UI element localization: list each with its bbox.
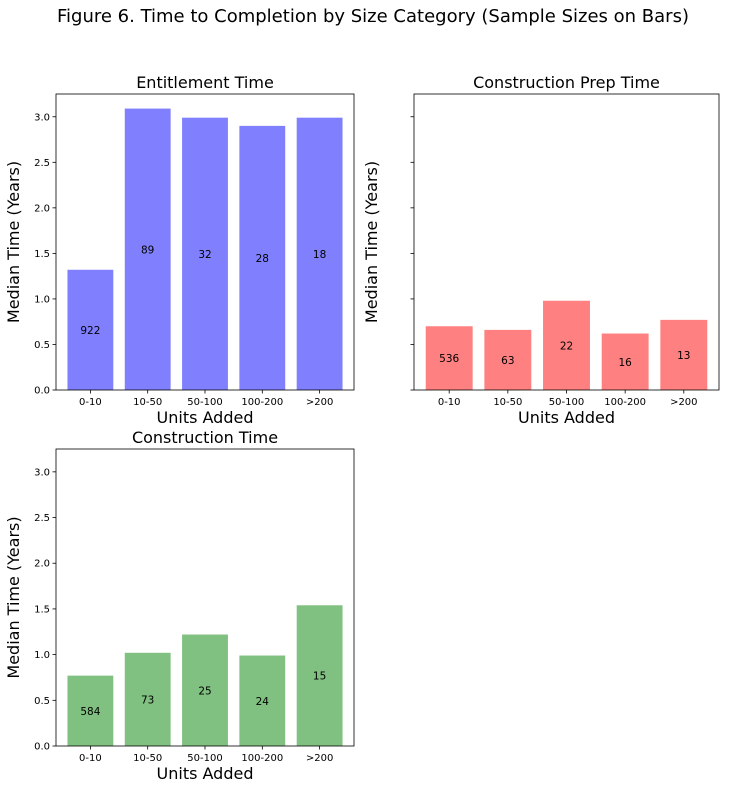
construction-prep-bar — [660, 319, 708, 390]
construction-prep-xlabel: Units Added — [518, 408, 615, 427]
entitlement-xtick-label: 100-200 — [241, 397, 283, 408]
construction-xtick-label: 0-10 — [79, 753, 102, 764]
entitlement-bar-label: 922 — [80, 325, 100, 337]
entitlement-ytick-label: 0.0 — [34, 386, 50, 397]
entitlement-xtick-label: 50-100 — [187, 397, 222, 408]
entitlement-ytick-label: 2.5 — [34, 158, 50, 169]
entitlement-bar — [239, 125, 286, 390]
entitlement-xlabel: Units Added — [157, 408, 254, 427]
entitlement-bar-label: 89 — [141, 244, 154, 256]
construction-prep-panel: 536 63 22 16 13 0-10 10-50 50-100 100-200 >200 Con… — [362, 73, 720, 427]
construction-prep-bar — [484, 329, 532, 390]
construction-ytick-label: 1.0 — [34, 650, 50, 661]
panels: 922 89 32 28 18 0.0 0.5 1.0 1.5 2.0 2.5 3.0 0-10 10-5… — [4, 73, 720, 783]
entitlement-bar-label: 28 — [256, 253, 269, 265]
construction-bar-label: 25 — [198, 685, 211, 697]
entitlement-ytick-label: 3.0 — [34, 112, 50, 123]
construction-ylabel: Median Time (Years) — [4, 516, 23, 678]
entitlement-ytick-label: 1.0 — [34, 294, 50, 305]
entitlement-xtick-label: 10-50 — [133, 397, 162, 408]
construction-prep-xtick-label: >200 — [670, 397, 697, 408]
construction-title: Construction Time — [132, 428, 278, 447]
entitlement-ytick-label: 2.0 — [34, 203, 50, 214]
construction-ytick-label: 1.5 — [34, 604, 50, 615]
construction-bar — [182, 634, 228, 746]
construction-prep-xtick-label: 10-50 — [493, 397, 522, 408]
construction-xtick-label: >200 — [306, 753, 333, 764]
construction-prep-bar — [425, 326, 473, 390]
entitlement-title: Entitlement Time — [136, 73, 274, 92]
entitlement-bar — [296, 117, 343, 391]
entitlement-ylabel: Median Time (Years) — [4, 161, 23, 323]
construction-bar — [239, 655, 286, 746]
construction-panel: 584 73 25 24 15 0.0 0.5 1.0 1.5 2.0 2.5 3.0 0-10 10-5… — [4, 428, 355, 783]
construction-prep-bar — [601, 333, 649, 390]
construction-prep-ylabel: Median Time (Years) — [362, 161, 381, 323]
entitlement-bar-label: 32 — [198, 249, 211, 261]
construction-prep-bar — [543, 300, 590, 390]
construction-xtick-label: 10-50 — [133, 753, 162, 764]
construction-prep-bar-label: 13 — [677, 350, 690, 362]
construction-bar — [124, 652, 171, 746]
construction-prep-xtick-label: 0-10 — [438, 397, 461, 408]
entitlement-bar-label: 18 — [313, 249, 326, 261]
construction-xtick-label: 100-200 — [241, 753, 283, 764]
construction-bar-label: 73 — [141, 694, 154, 706]
entitlement-bar — [67, 269, 114, 390]
construction-bar-label: 24 — [256, 696, 270, 708]
construction-ytick-label: 2.0 — [34, 559, 50, 570]
construction-prep-bar-label: 536 — [439, 353, 459, 365]
entitlement-xtick-label: >200 — [306, 397, 333, 408]
construction-ytick-label: 0.0 — [34, 742, 50, 753]
construction-bar-label: 584 — [80, 706, 100, 718]
construction-prep-bar-label: 16 — [618, 357, 632, 369]
construction-ytick-label: 3.0 — [34, 467, 50, 478]
construction-xlabel: Units Added — [157, 764, 254, 783]
construction-bar — [296, 605, 343, 746]
construction-bar-label: 15 — [313, 671, 326, 683]
entitlement-bar — [124, 108, 171, 390]
figure-title: Figure 6. Time to Completion by Size Cat… — [57, 6, 689, 27]
entitlement-ytick-label: 1.5 — [34, 249, 50, 260]
entitlement-ytick-label: 0.5 — [34, 340, 50, 351]
construction-prep-bar-label: 63 — [501, 355, 514, 367]
construction-ytick-label: 0.5 — [34, 696, 50, 707]
entitlement-bar — [182, 117, 228, 391]
construction-xtick-label: 50-100 — [187, 753, 222, 764]
construction-prep-xtick-label: 100-200 — [604, 397, 646, 408]
construction-ytick-label: 2.5 — [34, 513, 50, 524]
entitlement-panel: 922 89 32 28 18 0.0 0.5 1.0 1.5 2.0 2.5 3.0 0-10 10-5… — [4, 73, 355, 427]
construction-prep-bar-label: 22 — [560, 340, 573, 352]
construction-bar — [67, 675, 114, 746]
construction-prep-title: Construction Prep Time — [473, 73, 660, 92]
entitlement-xtick-label: 0-10 — [79, 397, 102, 408]
construction-prep-xtick-label: 50-100 — [549, 397, 584, 408]
